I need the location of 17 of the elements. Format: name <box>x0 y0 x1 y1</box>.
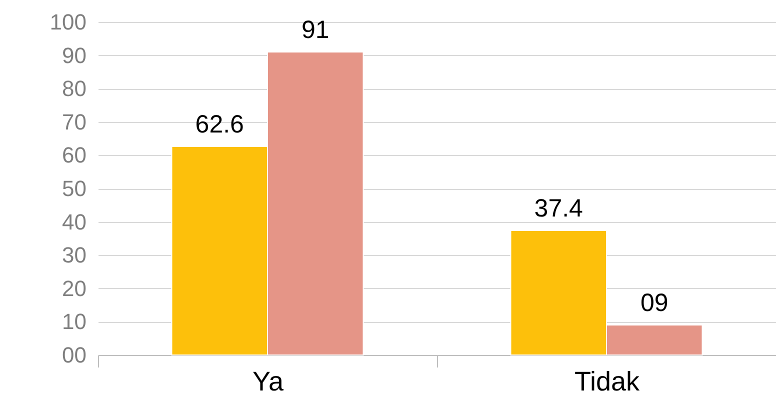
x-tick-label: Tidak <box>574 366 640 396</box>
y-tick-label: 10 <box>62 309 86 334</box>
y-tick-label: 90 <box>62 42 86 68</box>
data-label: 62.6 <box>195 110 244 139</box>
y-tick-label: 70 <box>62 109 86 134</box>
y-tick-label: 60 <box>62 142 86 168</box>
y-tick-label: 100 <box>50 10 86 34</box>
y-tick-label: 80 <box>62 76 86 102</box>
data-label: 09 <box>640 289 668 318</box>
x-tick-label: Ya <box>252 366 284 396</box>
y-tick-label: 20 <box>62 276 86 301</box>
data-label: 37.4 <box>534 194 584 222</box>
y-tick-label: 50 <box>62 176 86 201</box>
data-label: 91 <box>301 16 330 44</box>
y-tick-label: 30 <box>62 242 86 268</box>
y-tick-label: 40 <box>62 209 86 234</box>
y-tick-label: 00 <box>62 342 86 368</box>
